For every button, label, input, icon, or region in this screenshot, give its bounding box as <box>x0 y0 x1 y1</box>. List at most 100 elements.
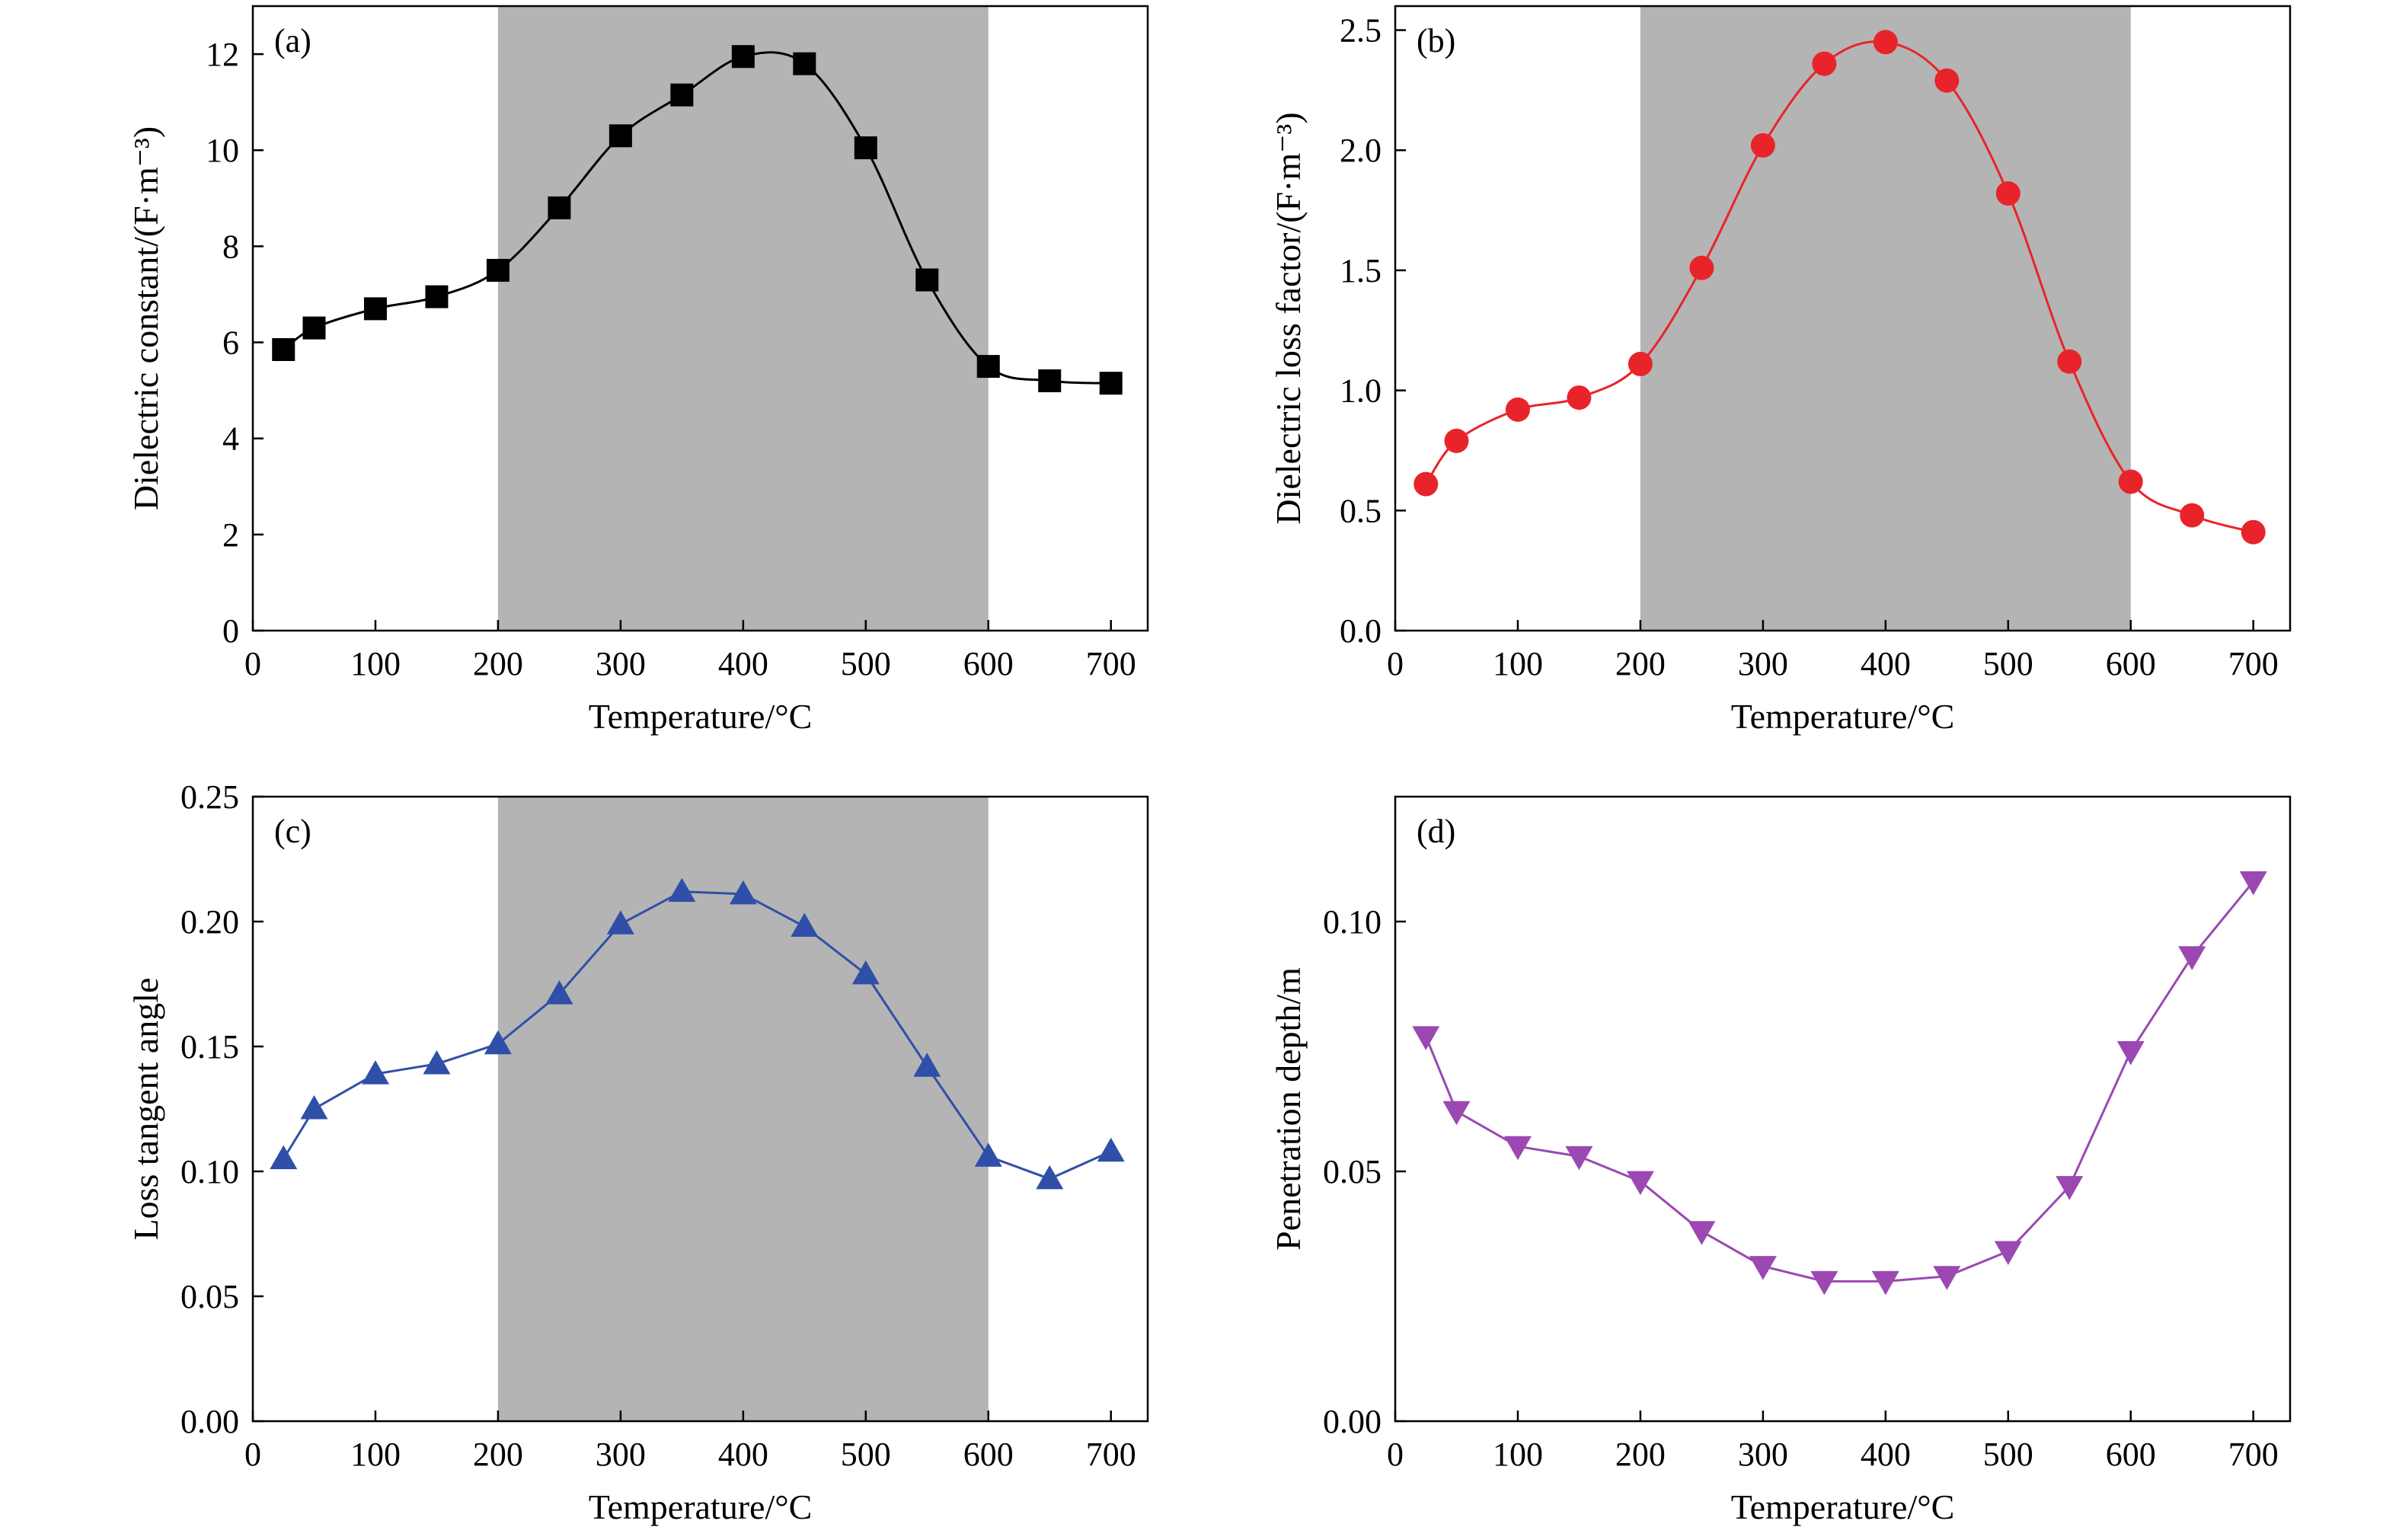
shaded-region <box>497 6 989 631</box>
data-point-7 <box>1812 51 1837 76</box>
x-tick-label: 600 <box>963 645 1014 682</box>
data-point-3 <box>1565 1145 1593 1171</box>
y-tick-label: 0.25 <box>180 778 239 816</box>
plot-frame <box>251 5 1149 632</box>
y-tick-label: 1.0 <box>1340 372 1382 410</box>
y-tick-label: 2.0 <box>1340 132 1382 169</box>
panel-label: (a) <box>274 22 311 59</box>
data-point-13 <box>1036 1165 1064 1190</box>
y-axis-title: Dielectric loss factor/(F·m⁻³) <box>1269 112 1308 524</box>
data-point-2 <box>363 297 387 321</box>
data-point-3 <box>425 285 449 308</box>
data-point-13 <box>1038 369 1062 392</box>
data-point-12 <box>2116 1041 2145 1066</box>
plot-frame <box>251 795 1149 1423</box>
x-axis-title: Temperature/°C <box>589 1487 813 1526</box>
data-point-6 <box>609 124 632 148</box>
y-tick-label: 6 <box>222 324 239 362</box>
data-point-4 <box>1626 1171 1654 1196</box>
data-point-3 <box>423 1050 451 1075</box>
x-axis-title: Temperature/°C <box>589 697 813 736</box>
y-tick-label: 0.5 <box>1340 492 1382 529</box>
data-point-11 <box>915 268 939 292</box>
data-point-5 <box>1688 1221 1716 1245</box>
data-point-1 <box>1444 428 1469 453</box>
y-tick-label: 2 <box>222 516 239 554</box>
y-axis-title: Loss tangent angle <box>126 978 165 1241</box>
y-tick-label: 0.15 <box>180 1028 239 1066</box>
x-tick-label: 100 <box>1493 645 1543 682</box>
x-tick-label: 500 <box>1983 1436 2033 1473</box>
x-tick-label: 500 <box>1983 645 2033 682</box>
data-point-4 <box>486 258 510 282</box>
data-point-10 <box>851 960 880 985</box>
data-point-2 <box>361 1060 389 1085</box>
y-tick-label: 8 <box>222 228 239 265</box>
data-point-14 <box>1099 372 1123 395</box>
data-point-1 <box>300 1095 328 1120</box>
data-point-14 <box>1097 1137 1125 1162</box>
data-point-10 <box>1995 181 2020 206</box>
x-tick-label: 0 <box>244 1436 261 1473</box>
x-tick-label: 0 <box>1387 645 1404 682</box>
y-tick-label: 12 <box>206 36 239 73</box>
data-point-0 <box>272 338 295 361</box>
x-tick-label: 600 <box>2106 1436 2156 1473</box>
x-tick-label: 300 <box>1738 645 1788 682</box>
y-axis-title: Dielectric constant/(F·m⁻³) <box>126 126 165 510</box>
x-tick-label: 300 <box>596 1436 646 1473</box>
x-tick-label: 400 <box>1861 1436 1911 1473</box>
data-point-4 <box>484 1030 512 1055</box>
y-tick-label: 0.00 <box>180 1403 239 1440</box>
x-axis-title: Temperature/°C <box>1731 697 1955 736</box>
data-point-3 <box>1567 385 1592 411</box>
panel-label: (b) <box>1417 22 1455 59</box>
data-point-0 <box>270 1145 298 1170</box>
data-point-13 <box>2178 946 2206 970</box>
y-tick-label: 0.10 <box>1323 903 1382 941</box>
data-point-8 <box>1873 30 1898 55</box>
data-point-8 <box>1871 1270 1899 1296</box>
series-line <box>1424 40 2254 534</box>
panel-d: 0 100 200 300 400 500 600 700 0.00 0.05 0.10 Temper… <box>1269 795 2292 1526</box>
shaded-region <box>1640 6 2131 631</box>
y-tick-label: 1.5 <box>1340 252 1382 289</box>
data-point-7 <box>1810 1270 1838 1296</box>
y-tick-label: 0.05 <box>180 1278 239 1315</box>
y-tick-label: 0.05 <box>1323 1153 1382 1190</box>
panel-label: (c) <box>274 813 311 850</box>
x-tick-label: 700 <box>1086 645 1136 682</box>
x-axis-title: Temperature/°C <box>1731 1487 1955 1526</box>
data-point-0 <box>1414 471 1439 497</box>
data-point-1 <box>1442 1101 1471 1126</box>
data-point-10 <box>1994 1241 2022 1265</box>
x-tick-label: 700 <box>1086 1436 1136 1473</box>
x-tick-label: 600 <box>963 1436 1014 1473</box>
data-point-14 <box>2241 519 2266 545</box>
x-tick-label: 200 <box>473 1436 523 1473</box>
x-tick-label: 0 <box>1387 1436 1404 1473</box>
x-tick-label: 0 <box>244 645 261 682</box>
x-tick-label: 200 <box>473 645 523 682</box>
x-tick-label: 400 <box>718 645 768 682</box>
y-tick-label: 0.20 <box>180 903 239 941</box>
x-tick-label: 300 <box>1738 1436 1788 1473</box>
y-tick-label: 0.0 <box>1340 612 1382 650</box>
series-line <box>1424 880 2254 1283</box>
x-tick-label: 300 <box>596 645 646 682</box>
data-point-1 <box>302 316 326 340</box>
data-point-10 <box>854 136 877 160</box>
data-point-2 <box>1503 1136 1532 1161</box>
data-point-11 <box>913 1053 941 1077</box>
x-tick-label: 100 <box>1493 1436 1543 1473</box>
data-point-12 <box>2118 469 2143 494</box>
x-tick-label: 400 <box>718 1436 768 1473</box>
x-tick-label: 600 <box>2106 645 2156 682</box>
data-point-7 <box>670 83 694 107</box>
data-point-9 <box>1934 68 1960 93</box>
data-point-5 <box>545 980 573 1005</box>
plot-frame <box>1394 5 2292 632</box>
y-tick-label: 0 <box>222 612 239 650</box>
x-tick-label: 100 <box>350 1436 401 1473</box>
data-point-11 <box>2057 349 2082 374</box>
